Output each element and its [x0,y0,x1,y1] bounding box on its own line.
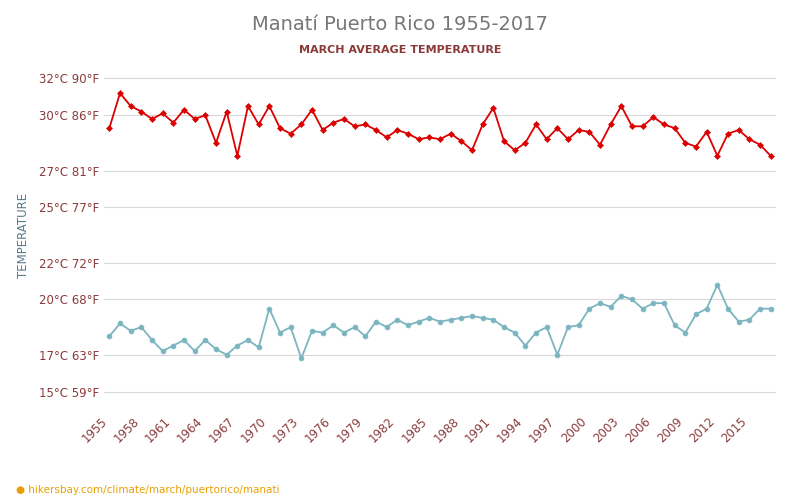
Text: MARCH AVERAGE TEMPERATURE: MARCH AVERAGE TEMPERATURE [298,45,502,55]
Text: Manatí Puerto Rico 1955-2017: Manatí Puerto Rico 1955-2017 [252,15,548,34]
Y-axis label: TEMPERATURE: TEMPERATURE [18,192,30,278]
Text: ● hikersbay.com/climate/march/puertorico/manati: ● hikersbay.com/climate/march/puertorico… [16,485,279,495]
